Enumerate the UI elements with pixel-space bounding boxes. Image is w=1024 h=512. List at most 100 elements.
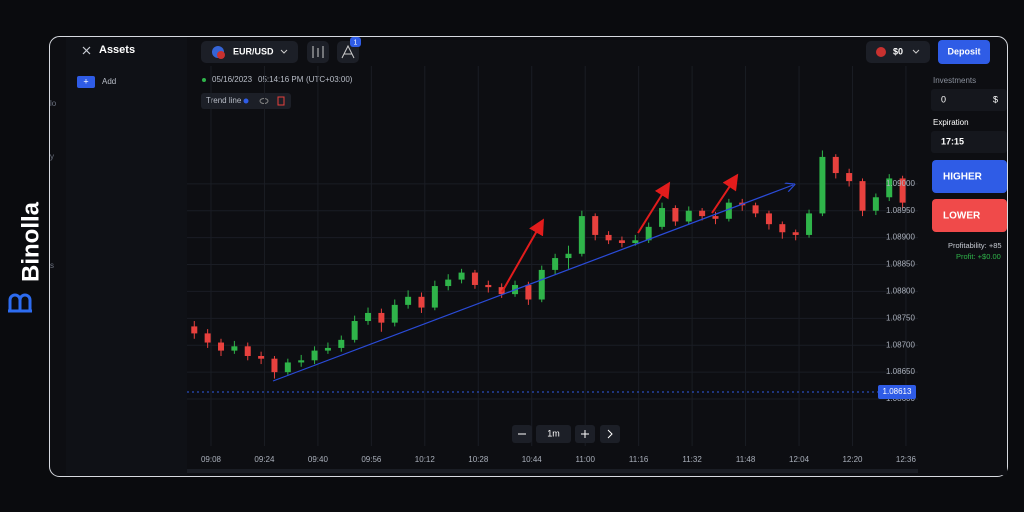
candle-body — [284, 362, 291, 373]
investments-label: Investments — [933, 76, 976, 85]
balance-pill[interactable] — [866, 41, 930, 63]
candle-body — [271, 358, 278, 373]
candle-body — [806, 213, 813, 235]
candle-body — [899, 178, 906, 203]
candle-body — [338, 339, 345, 348]
candle-body — [431, 286, 438, 308]
x-tick-label: 12:04 — [789, 455, 810, 464]
y-tick-label: 1.08800 — [886, 287, 915, 296]
add-label[interactable]: Add — [102, 77, 116, 86]
x-tick-label: 10:44 — [522, 455, 543, 464]
asset-name[interactable]: EUR/USD — [233, 46, 274, 56]
y-tick-label: 1.08850 — [886, 260, 915, 269]
y-tick-label: 1.08750 — [886, 313, 915, 322]
higher-button[interactable] — [932, 160, 1007, 193]
candle-body — [632, 240, 639, 244]
candle-body — [365, 312, 372, 322]
candle-body — [645, 226, 652, 241]
currency: $ — [993, 94, 998, 104]
x-tick-label: 09:40 — [308, 455, 329, 464]
y-tick-label: 1.08650 — [886, 367, 915, 376]
x-tick-label: 09:08 — [201, 455, 222, 464]
badge-count: 1 — [354, 39, 358, 46]
candle-body — [672, 208, 679, 222]
badge — [350, 37, 361, 47]
chevron — [912, 49, 920, 54]
candle-body — [779, 224, 786, 233]
timeframe[interactable]: 1m — [547, 428, 560, 438]
candle-body — [378, 312, 385, 323]
candle-body — [458, 272, 465, 280]
candle-body — [859, 181, 866, 211]
date: 05/16/2023 — [212, 75, 253, 84]
candle-body — [565, 253, 572, 259]
candle-body — [298, 360, 305, 363]
x-tick-label: 10:12 — [415, 455, 436, 464]
asset-selector[interactable]: EUR/USD — [201, 41, 298, 63]
x-tick-label: 09:24 — [254, 455, 275, 464]
flag-icon — [876, 47, 886, 57]
candle-body — [258, 355, 265, 359]
x-tick-label: 12:20 — [842, 455, 863, 464]
arrow — [637, 181, 671, 234]
expiration-input[interactable] — [931, 131, 1007, 153]
plus-icon — [581, 430, 589, 438]
y-tick-label: 1.08700 — [886, 340, 915, 349]
next-button[interactable] — [600, 425, 620, 443]
candle-body — [244, 346, 251, 356]
asset-pill[interactable] — [201, 41, 298, 63]
candle-body — [712, 216, 719, 219]
scrollbar[interactable] — [187, 469, 918, 473]
x-tick-label: 11:32 — [682, 455, 702, 464]
brand-logo — [8, 293, 32, 313]
candle-body — [351, 321, 358, 340]
candle-body — [525, 284, 532, 300]
sidebar-title: Assets — [99, 44, 135, 56]
arrow — [711, 173, 739, 214]
expiration-label: Expiration — [933, 118, 969, 127]
balance-selector[interactable]: $0 — [866, 41, 930, 63]
axes: 1.086001.086501.087001.087501.088001.088… — [187, 179, 916, 464]
lower-label[interactable]: LOWER — [943, 211, 981, 222]
candle-body — [578, 216, 585, 254]
deposit-button[interactable] — [938, 40, 990, 64]
sidebar-fragment: y — [50, 152, 54, 161]
chevron — [280, 49, 288, 54]
expiration-value[interactable]: 17:15 — [941, 136, 964, 146]
trend-line — [272, 185, 793, 382]
delete-icon[interactable] — [277, 96, 285, 106]
flag-icon — [217, 51, 225, 59]
arrow — [501, 218, 544, 293]
candle-body — [699, 210, 706, 217]
x-tick-label: 11:48 — [736, 455, 756, 464]
candle-body — [685, 210, 692, 222]
higher-label[interactable]: HIGHER — [943, 172, 983, 183]
candle-body — [552, 258, 559, 270]
candle-body — [204, 333, 211, 343]
candle-body — [725, 202, 732, 219]
app-frame — [49, 36, 1008, 477]
candle-body — [792, 232, 799, 235]
candle-body — [886, 178, 893, 198]
investment-input[interactable] — [931, 89, 1007, 111]
tool-color[interactable] — [243, 98, 249, 104]
brand: Binolla — [17, 201, 44, 282]
lower-button[interactable] — [932, 199, 1007, 232]
candle-body — [819, 156, 826, 214]
candle-body — [231, 346, 238, 351]
candle-body — [471, 272, 478, 285]
tool-name[interactable]: Trend line — [206, 96, 242, 105]
candle-body — [846, 173, 853, 182]
add-icon[interactable] — [77, 76, 95, 88]
deposit-label[interactable]: Deposit — [947, 46, 980, 56]
timeframe-button[interactable] — [536, 425, 571, 443]
add-button[interactable]: + Add — [77, 76, 116, 88]
drawings — [272, 173, 793, 382]
drawings-icon — [341, 44, 355, 59]
sidebar-fragment: lo — [50, 99, 57, 108]
investment-value[interactable]: 0 — [941, 94, 946, 104]
plus-icon: + — [83, 76, 88, 86]
balance[interactable]: $0 — [893, 46, 903, 56]
trade-panel — [925, 66, 1007, 475]
